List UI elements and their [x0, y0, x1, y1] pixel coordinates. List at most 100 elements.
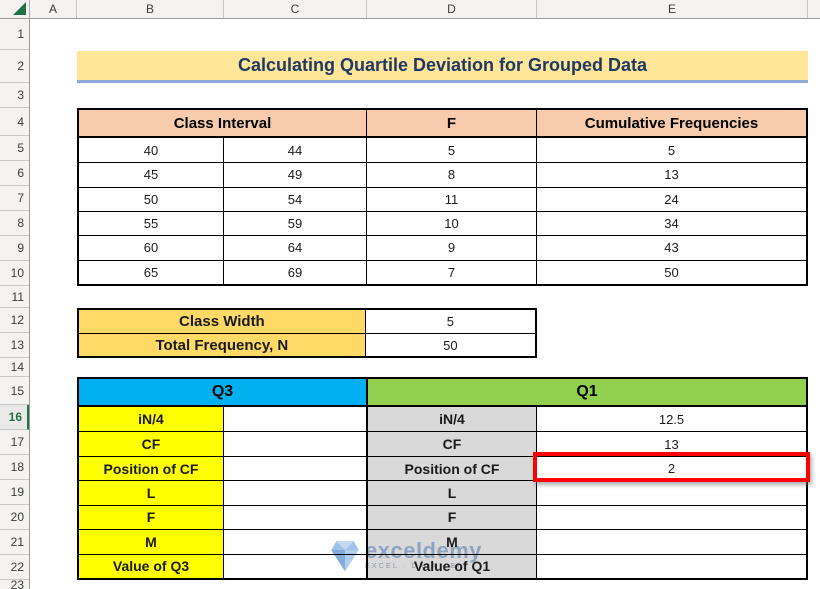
row-header-19[interactable]: 19	[0, 480, 29, 505]
cell-E16-q1-in4-value[interactable]: 12.5	[658, 411, 685, 427]
highlight-box-E18[interactable]	[533, 452, 810, 482]
cell-C16-q3-in4-value[interactable]	[224, 407, 367, 432]
column-header-a[interactable]: A	[30, 0, 77, 18]
column-header-strip: A B C D E	[30, 0, 820, 19]
cell-D6[interactable]: 8	[367, 162, 537, 187]
row-header-3[interactable]: 3	[0, 83, 29, 108]
table-row: 40 44 5 5	[79, 138, 806, 163]
cell-D5[interactable]: 5	[367, 138, 537, 163]
worksheet-title-cell[interactable]: Calculating Quartile Deviation for Group…	[77, 51, 808, 83]
row-header-5[interactable]: 5	[0, 136, 29, 161]
cell-B16-q3-in4-label[interactable]: iN/4	[79, 407, 224, 432]
cell-C18-q3-position-value[interactable]	[224, 455, 367, 481]
cell-E6[interactable]: 13	[537, 162, 806, 186]
row-header-15[interactable]: 15	[0, 377, 29, 405]
row-header-11[interactable]: 11	[0, 286, 29, 308]
cell-E20-q1-f-value[interactable]	[537, 504, 806, 529]
row-header-2[interactable]: 2	[0, 50, 29, 83]
cell-D21-q1-m-label[interactable]: M	[367, 529, 537, 554]
cell-B4-class-interval-header[interactable]: Class Interval	[79, 110, 367, 138]
row-header-8[interactable]: 8	[0, 211, 29, 236]
row-header-21[interactable]: 21	[0, 530, 29, 555]
cell-C20-q3-f-value[interactable]	[224, 504, 367, 530]
row-header-strip: 1 2 3 4 5 6 7 8 9 10 11 12 13 14 15 16 1…	[0, 19, 30, 589]
row-header-18[interactable]: 18	[0, 455, 29, 480]
row-header-20[interactable]: 20	[0, 505, 29, 530]
cell-C17-q3-cf-value[interactable]	[224, 431, 367, 456]
row-header-16-active[interactable]: 16	[0, 405, 29, 430]
cell-D19-q1-l-label[interactable]: L	[367, 480, 537, 505]
cell-B17-q3-cf-label[interactable]: CF	[79, 431, 224, 456]
cell-C10[interactable]: 69	[224, 259, 367, 284]
cell-D4-f-header[interactable]: F	[367, 110, 537, 138]
cell-D9[interactable]: 9	[367, 235, 537, 260]
cell-B7[interactable]: 50	[79, 186, 224, 211]
row-header-14[interactable]: 14	[0, 358, 29, 377]
select-all-corner[interactable]	[0, 0, 30, 19]
cell-C19-q3-l-value[interactable]	[224, 480, 367, 505]
row-header-12[interactable]: 12	[0, 308, 29, 333]
cell-C5[interactable]: 44	[224, 138, 367, 163]
table-row: 65 69 7 50	[79, 259, 806, 284]
row-header-7[interactable]: 7	[0, 186, 29, 211]
cell-E10[interactable]: 50	[537, 259, 806, 284]
cell-E21-q1-m-value[interactable]	[537, 529, 806, 553]
row-header-6[interactable]: 6	[0, 161, 29, 186]
cell-B8[interactable]: 55	[79, 210, 224, 236]
cell-C21-q3-m-value[interactable]	[224, 529, 367, 554]
cell-E22-value-of-q1-value[interactable]	[537, 553, 806, 578]
cell-E8[interactable]: 34	[537, 210, 806, 235]
cell-B6[interactable]: 45	[79, 162, 224, 187]
cell-D13-total-frequency-value[interactable]: 50	[365, 333, 535, 356]
cell-B15-q3-header[interactable]: Q3	[79, 379, 367, 407]
column-header-d[interactable]: D	[367, 0, 537, 18]
cell-B12-class-width-label[interactable]: Class Width	[79, 310, 366, 333]
cell-E4-cumulative-frequencies-header[interactable]: Cumulative Frequencies	[537, 110, 806, 138]
cell-D12-class-width-value[interactable]: 5	[446, 314, 454, 329]
row-header-22[interactable]: 22	[0, 555, 29, 580]
cell-E5[interactable]: 5	[667, 142, 676, 158]
row-header-10[interactable]: 10	[0, 261, 29, 286]
column-header-c[interactable]: C	[224, 0, 367, 18]
row-header-13[interactable]: 13	[0, 333, 29, 358]
cell-E9[interactable]: 43	[537, 235, 806, 259]
frequency-table: Class Interval F Cumulative Frequencies …	[77, 108, 808, 286]
cell-D18-q1-position-label[interactable]: Position of CF	[367, 455, 537, 481]
cell-B18-q3-position-label[interactable]: Position of CF	[79, 455, 224, 481]
cell-E17-q1-cf-value[interactable]: 13	[537, 431, 806, 455]
cell-B10[interactable]: 65	[79, 259, 224, 284]
cell-B21-q3-m-label[interactable]: M	[79, 529, 224, 554]
cell-B19-q3-l-label[interactable]: L	[79, 480, 224, 505]
cell-C9[interactable]: 64	[224, 235, 367, 260]
cell-E18-q1-position-value[interactable]: 2	[537, 455, 806, 480]
column-header-b[interactable]: B	[77, 0, 224, 18]
cell-D22-value-of-q1-label[interactable]: Value of Q1	[367, 553, 537, 578]
row-header-4[interactable]: 4	[0, 108, 29, 136]
cell-B5[interactable]: 40	[79, 138, 224, 163]
cell-D8[interactable]: 10	[367, 210, 537, 236]
cell-D15-q1-header[interactable]: Q1	[367, 379, 806, 407]
cell-C6[interactable]: 49	[224, 162, 367, 187]
cell-D7[interactable]: 11	[367, 186, 537, 211]
table-row: CF CF 13	[79, 431, 806, 456]
row-header-1[interactable]: 1	[0, 19, 29, 50]
cell-C7[interactable]: 54	[224, 186, 367, 211]
cell-B20-q3-f-label[interactable]: F	[79, 504, 224, 530]
cell-D17-q1-cf-label[interactable]: CF	[367, 431, 537, 456]
table-row: Value of Q3 Value of Q1	[79, 553, 806, 578]
cell-B9[interactable]: 60	[79, 235, 224, 260]
cell-B13-total-frequency-label[interactable]: Total Frequency, N	[79, 333, 366, 356]
cell-C22-value-of-q3-value[interactable]	[224, 553, 367, 578]
cell-E19-q1-l-value[interactable]	[537, 480, 806, 504]
cell-D20-q1-f-label[interactable]: F	[367, 504, 537, 530]
cell-B22-value-of-q3-label[interactable]: Value of Q3	[79, 553, 224, 578]
row-header-17[interactable]: 17	[0, 430, 29, 455]
cell-C8[interactable]: 59	[224, 210, 367, 236]
cell-E7[interactable]: 24	[537, 186, 806, 211]
column-header-e[interactable]: E	[537, 0, 808, 18]
row-header-23-partial[interactable]: 23	[10, 580, 24, 589]
row-header-9[interactable]: 9	[0, 236, 29, 261]
cell-D16-q1-in4-label[interactable]: iN/4	[367, 407, 537, 432]
cell-D10[interactable]: 7	[367, 259, 537, 284]
